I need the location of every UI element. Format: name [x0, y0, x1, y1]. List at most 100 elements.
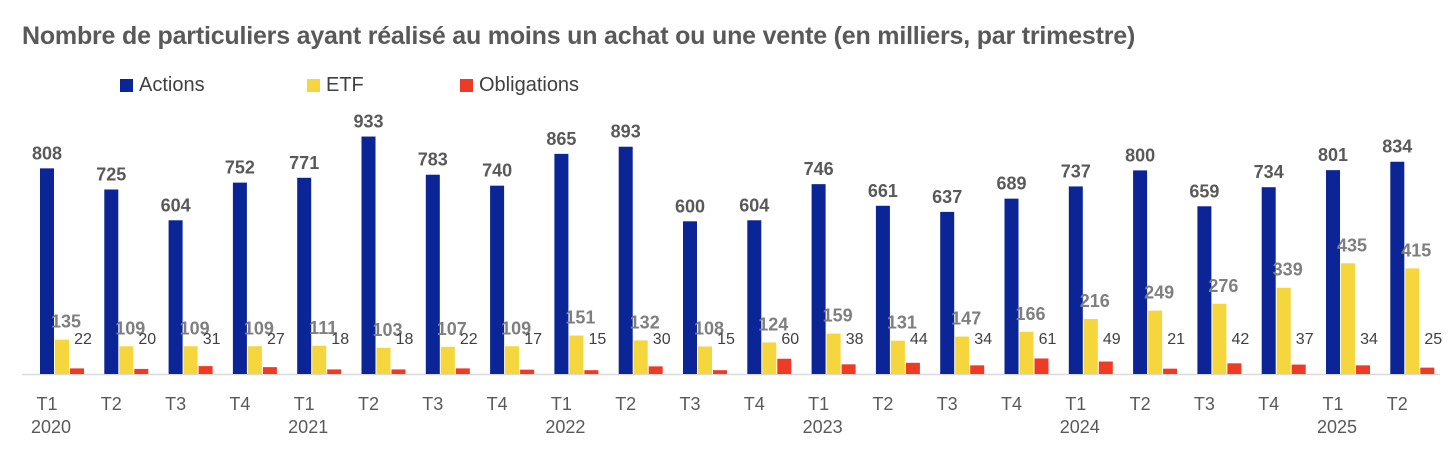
x-tick-label-2: T3	[165, 394, 186, 414]
bar-etf-12	[826, 333, 841, 374]
chart-title: Nombre de particuliers ayant réalisé au …	[22, 22, 1136, 50]
data-label-etf-7: 109	[501, 318, 531, 338]
bar-etf-0	[55, 339, 69, 374]
bar-obligations-0	[70, 368, 84, 374]
data-label-etf-19: 339	[1273, 260, 1303, 280]
data-label-etf-11: 124	[758, 314, 788, 334]
data-label-actions-16: 737	[1061, 161, 1091, 181]
x-tick-label-5: T2	[358, 394, 379, 414]
data-label-etf-20: 435	[1337, 235, 1367, 255]
data-label-actions-20: 801	[1318, 145, 1348, 165]
data-label-actions-13: 661	[868, 181, 898, 201]
x-tick-label-3: T4	[229, 394, 250, 414]
x-tick-label-9: T2	[615, 394, 636, 414]
data-label-etf-8: 151	[565, 308, 595, 328]
data-label-actions-6: 783	[418, 150, 448, 170]
data-label-etf-2: 109	[180, 318, 210, 338]
bar-actions-11	[747, 220, 762, 374]
bar-actions-8	[554, 153, 569, 374]
data-label-etf-3: 109	[244, 318, 274, 338]
data-label-etf-14: 147	[951, 309, 981, 329]
bar-obligations-9	[648, 366, 663, 374]
bar-obligations-3	[262, 367, 277, 374]
data-label-actions-7: 740	[482, 161, 512, 181]
bar-obligations-18	[1227, 363, 1242, 374]
legend-label-obligations: Obligations	[479, 74, 580, 96]
data-label-etf-16: 216	[1080, 291, 1110, 311]
x-tick-label-13: T2	[872, 394, 893, 414]
x-tick-label-7: T4	[487, 394, 508, 414]
data-label-actions-9: 893	[611, 122, 641, 142]
x-tick-label-20: T1	[1322, 394, 1343, 414]
data-label-etf-5: 103	[372, 320, 402, 340]
bar-etf-14	[955, 336, 970, 374]
bar-obligations-21	[1420, 367, 1435, 374]
bar-obligations-14	[970, 365, 985, 374]
data-label-obligations-19: 37	[1296, 331, 1314, 348]
x-tick-label-1: T2	[101, 394, 122, 414]
data-label-obligations-4: 18	[331, 331, 349, 348]
bar-etf-10	[698, 346, 712, 374]
bar-etf-2	[183, 346, 198, 374]
data-label-actions-8: 865	[546, 129, 576, 149]
legend-label-actions: Actions	[139, 74, 205, 96]
bar-actions-21	[1390, 161, 1405, 374]
data-label-etf-6: 107	[437, 319, 467, 339]
bar-etf-3	[247, 346, 262, 374]
x-tick-label-4: T1	[294, 394, 315, 414]
bar-actions-4	[297, 177, 312, 374]
data-label-actions-15: 689	[996, 174, 1026, 194]
legend-item-obligations: Obligations	[460, 74, 579, 97]
bar-etf-21	[1405, 268, 1420, 374]
x-tick-label-10: T3	[679, 394, 700, 414]
legend-item-actions: Actions	[120, 74, 205, 97]
x-tick-label-8: T1	[551, 394, 572, 414]
bar-actions-1	[104, 189, 119, 374]
bar-etf-5	[376, 347, 391, 374]
data-label-actions-3: 752	[225, 158, 255, 178]
x-tick-label-17: T2	[1130, 394, 1151, 414]
data-label-obligations-17: 21	[1167, 331, 1185, 348]
bar-actions-2	[168, 220, 183, 374]
data-label-obligations-18: 42	[1232, 331, 1250, 348]
x-tick-label-21: T2	[1387, 394, 1408, 414]
bar-etf-17	[1148, 310, 1163, 374]
x-tick-label-15: T4	[1001, 394, 1022, 414]
bar-actions-13	[875, 205, 890, 374]
data-label-etf-17: 249	[1144, 283, 1174, 303]
bar-obligations-5	[391, 369, 406, 374]
x-tick-label-12: T1	[808, 394, 829, 414]
bar-actions-6	[425, 174, 440, 374]
bar-etf-7	[505, 346, 520, 374]
data-label-etf-4: 111	[309, 318, 337, 338]
bar-actions-19	[1261, 187, 1276, 374]
data-label-etf-15: 166	[1015, 304, 1045, 324]
data-label-actions-11: 604	[739, 195, 769, 215]
bar-obligations-19	[1291, 364, 1306, 374]
data-label-obligations-0: 22	[74, 331, 92, 348]
data-label-obligations-10: 15	[717, 331, 735, 348]
bar-actions-7	[490, 185, 505, 374]
data-label-etf-18: 276	[1208, 276, 1238, 296]
data-label-actions-5: 933	[353, 112, 383, 132]
data-label-obligations-8: 15	[589, 331, 607, 348]
data-label-actions-21: 834	[1382, 137, 1412, 157]
data-label-obligations-20: 34	[1360, 331, 1378, 348]
legend-swatch-etf	[307, 79, 320, 92]
bar-obligations-4	[327, 369, 342, 374]
data-label-obligations-21: 25	[1424, 331, 1442, 348]
data-label-etf-21: 415	[1401, 240, 1431, 260]
data-label-etf-12: 159	[823, 306, 853, 326]
legend-item-etf: ETF	[307, 74, 364, 97]
x-tick-label-14: T3	[937, 394, 958, 414]
data-label-obligations-1: 20	[138, 331, 156, 348]
data-label-actions-10: 600	[675, 196, 705, 216]
x-tick-label-19: T4	[1258, 394, 1279, 414]
bar-obligations-6	[455, 368, 470, 374]
bar-etf-18	[1212, 303, 1227, 374]
bar-obligations-20	[1356, 365, 1370, 374]
data-label-obligations-14: 34	[974, 331, 992, 348]
bar-etf-20	[1341, 263, 1355, 374]
x-tick-label-6: T3	[422, 394, 443, 414]
data-label-etf-0: 135	[51, 312, 81, 332]
